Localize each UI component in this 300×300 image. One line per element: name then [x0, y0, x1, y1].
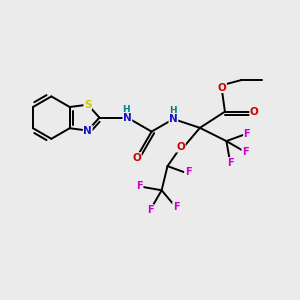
Text: N: N [169, 114, 178, 124]
Text: F: F [173, 202, 179, 212]
Text: O: O [176, 142, 185, 152]
Text: O: O [250, 106, 259, 117]
Text: F: F [244, 129, 250, 139]
Text: F: F [227, 158, 233, 168]
Text: N: N [123, 112, 132, 123]
Text: F: F [147, 205, 154, 214]
Text: F: F [185, 167, 191, 177]
Text: O: O [132, 153, 141, 163]
Text: F: F [136, 182, 143, 191]
Text: S: S [84, 100, 92, 110]
Text: N: N [83, 126, 92, 136]
Text: H: H [122, 105, 130, 114]
Text: O: O [218, 82, 226, 92]
Text: H: H [169, 106, 177, 115]
Text: F: F [242, 147, 249, 157]
